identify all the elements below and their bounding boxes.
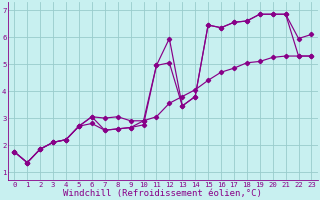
X-axis label: Windchill (Refroidissement éolien,°C): Windchill (Refroidissement éolien,°C) [63, 189, 262, 198]
